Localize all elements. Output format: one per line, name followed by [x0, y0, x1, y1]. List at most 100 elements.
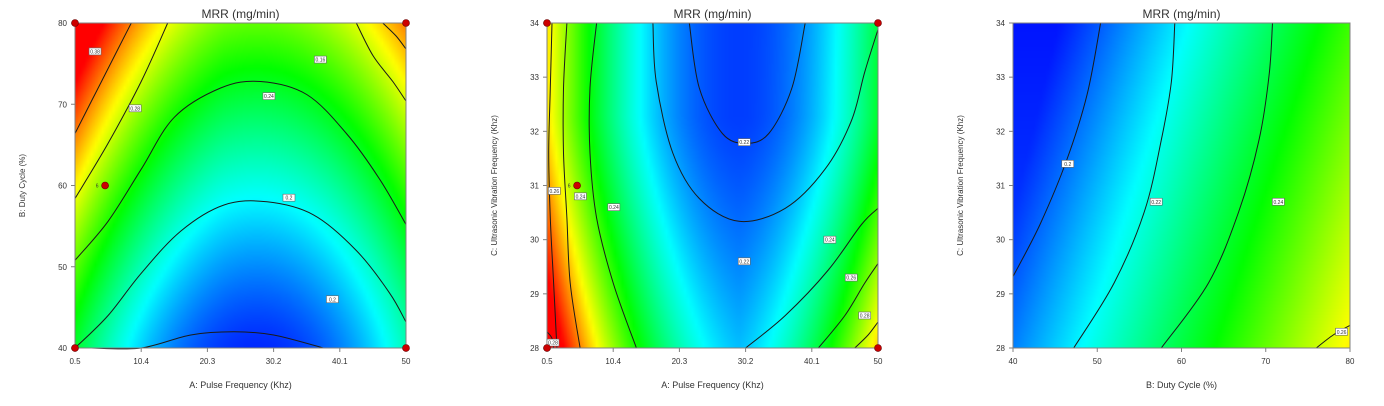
y-axis-label: C: Ultrasonic Vibration Frequency (Khz)	[490, 115, 499, 256]
contour-label-box	[858, 311, 871, 320]
y-tick-label: 34	[996, 19, 1005, 28]
y-axis-label: B: Duty Cycle (%)	[18, 154, 27, 217]
contour-line	[745, 207, 879, 349]
contour-value-label: 0.28	[858, 311, 871, 320]
contour-label-text: 0.26	[846, 276, 856, 282]
heatmap-surface	[547, 23, 878, 348]
contour-label-box	[314, 55, 327, 64]
contour-label-box	[737, 257, 751, 266]
x-tick-label: 60	[1177, 357, 1186, 366]
contour-label-text: 0.24	[609, 205, 619, 211]
chart-panel-1: MRR (mg/min) 0.5 10.4 20.3 30.2 40.1 50 40 50 60 7…	[18, 7, 411, 390]
contour-value-label: 0.28	[128, 104, 142, 113]
design-point	[71, 19, 79, 27]
contour-label-text: 0.2	[329, 297, 336, 303]
contour-value-label: 0.2	[1061, 160, 1075, 168]
contour-label-text: 0.38	[90, 49, 100, 55]
contour-value-label: 0.22	[737, 138, 751, 146]
contour-line	[1160, 22, 1273, 349]
contour-label-box	[844, 273, 858, 282]
y-axis-label: C: Ultrasonic Vibration Frequency (Khz)	[956, 115, 965, 256]
contour-label-text: 0.2	[1064, 162, 1071, 168]
y-tick-label: 30	[530, 236, 539, 245]
contour-value-label: 0.16	[314, 55, 327, 64]
design-point	[402, 344, 410, 352]
contour-label-text: 0.26	[1337, 330, 1347, 336]
contour-value-label: 0.28	[546, 338, 560, 347]
contour-line	[548, 22, 558, 349]
contour-label-box	[88, 47, 102, 56]
x-tick-label: 0.5	[69, 357, 81, 366]
heatmap-surface	[75, 23, 406, 348]
contour-label-box	[282, 193, 296, 202]
y-tick-label: 32	[530, 127, 539, 136]
contour-line	[1012, 22, 1102, 277]
contour-value-label: 0.24	[574, 192, 587, 200]
x-axis-label: B: Duty Cycle (%)	[1146, 380, 1217, 390]
x-tick-label: 10.4	[133, 357, 149, 366]
x-tick-label: 80	[1346, 357, 1355, 366]
contour-label-text: 0.28	[130, 106, 140, 112]
chart-title: MRR (mg/min)	[674, 7, 752, 21]
contour-label-box	[1335, 327, 1348, 336]
x-tick-label: 40	[1009, 357, 1018, 366]
x-tick-label: 70	[1261, 357, 1270, 366]
contour-label-box	[262, 92, 276, 100]
contour-line	[588, 22, 637, 349]
design-point	[71, 344, 79, 352]
contour-value-label: 0.2	[282, 193, 296, 202]
contour-label-box	[548, 187, 561, 195]
x-tick-label: 10.4	[605, 357, 621, 366]
contour-line	[818, 263, 879, 349]
design-point	[402, 19, 410, 27]
x-tick-label: 50	[402, 357, 411, 366]
heatmap-surface	[1013, 23, 1350, 348]
contour-value-label: 0.26	[548, 187, 561, 195]
contour-line	[1315, 324, 1351, 349]
x-tick-label: 50	[874, 357, 883, 366]
design-point	[874, 19, 882, 27]
contour-line	[74, 200, 407, 349]
contour-value-label: 0.24	[262, 92, 276, 100]
design-point-label: 6	[568, 184, 571, 190]
chart-title: MRR (mg/min)	[202, 7, 280, 21]
y-tick-label: 80	[58, 19, 67, 28]
y-tick-label: 29	[530, 290, 539, 299]
contour-label-text: 0.24	[576, 194, 586, 200]
x-axis-label: A: Pulse Frequency (Khz)	[189, 380, 292, 390]
contour-value-label: 0.26	[1335, 327, 1348, 336]
design-point-label: 6	[96, 184, 99, 190]
x-tick-label: 40.1	[804, 357, 820, 366]
contour-label-text: 0.28	[548, 341, 558, 347]
y-tick-label: 70	[58, 100, 67, 109]
contour-line	[74, 22, 169, 199]
contour-label-text: 0.24	[825, 238, 835, 244]
y-tick-label: 28	[530, 344, 539, 353]
contour-value-label: 0.38	[88, 47, 102, 56]
y-tick-label: 50	[58, 263, 67, 272]
contour-label-text: 0.26	[549, 189, 559, 195]
contour-label-text: 0.22	[739, 140, 749, 146]
y-tick-label: 40	[58, 344, 67, 353]
x-tick-label: 30.2	[266, 357, 282, 366]
contour-label-box	[737, 138, 751, 146]
contour-line	[1073, 22, 1176, 349]
contour-label-text: 0.24	[1274, 200, 1284, 206]
y-tick-label: 31	[996, 182, 1005, 191]
contour-label-box	[1272, 197, 1285, 206]
y-tick-label: 33	[996, 73, 1005, 82]
y-tick-label: 60	[58, 182, 67, 191]
contour-value-label: 0.2	[326, 295, 339, 303]
contour-line	[382, 22, 407, 50]
y-tick-label: 29	[996, 290, 1005, 299]
design-point	[543, 344, 551, 352]
contour-label-box	[128, 104, 142, 113]
contour-label-box	[823, 235, 837, 244]
contour-line	[74, 80, 407, 261]
design-point	[573, 181, 581, 190]
contour-label-box	[1061, 160, 1075, 168]
contour-label-text: 0.24	[264, 94, 274, 100]
contour-value-label: 0.24	[1272, 197, 1285, 206]
x-tick-label: 0.5	[541, 357, 553, 366]
contour-value-label: 0.24	[607, 203, 621, 211]
